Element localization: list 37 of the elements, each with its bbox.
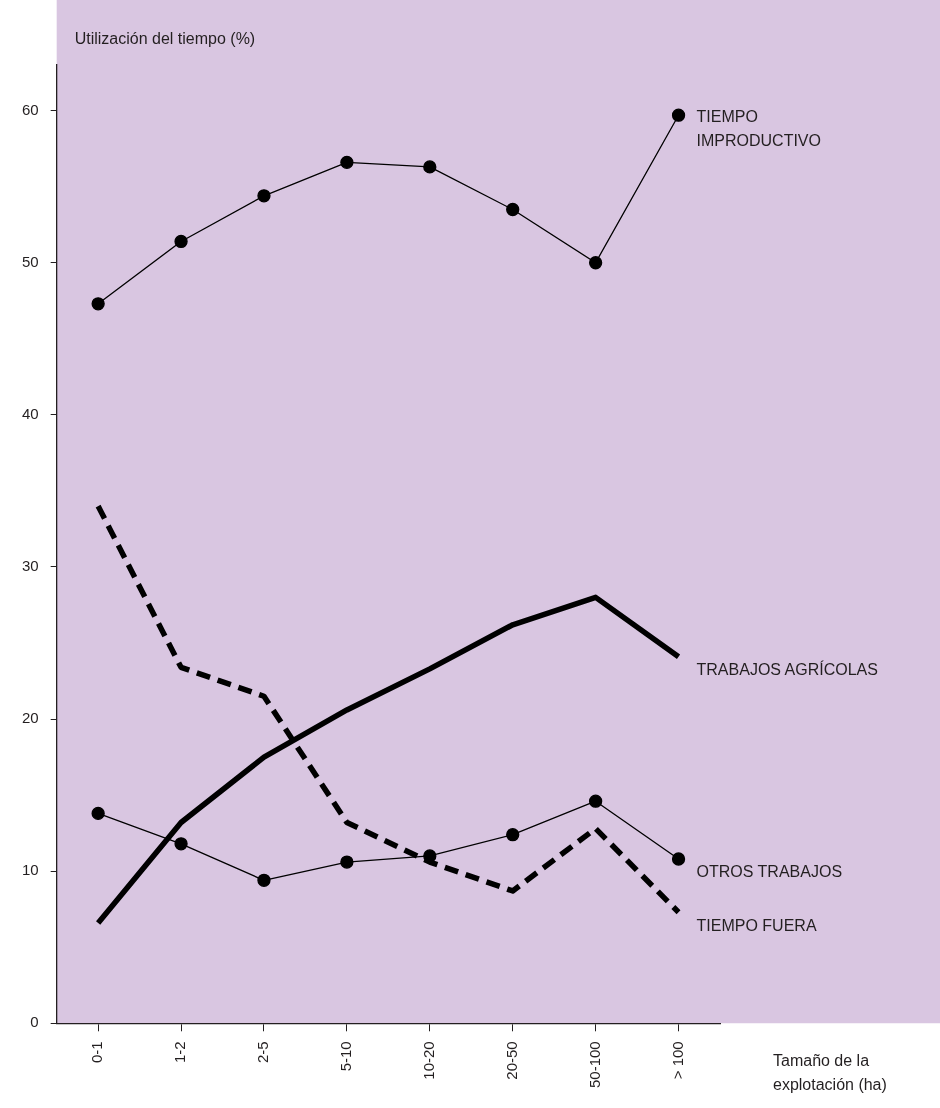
x-tick-label: 1-2 bbox=[171, 1041, 189, 1063]
y-axis-title: Utilización del tiempo (%) bbox=[74, 30, 256, 48]
y-tick-label: 10 bbox=[22, 861, 39, 879]
point bbox=[506, 202, 520, 217]
point bbox=[671, 852, 686, 866]
point bbox=[174, 837, 188, 851]
point bbox=[423, 849, 437, 863]
y-tick-label: 50 bbox=[22, 252, 39, 270]
point bbox=[257, 873, 271, 887]
series-label: TIEMPO IMPRODUCTIVO bbox=[696, 107, 821, 149]
x-tick-label: 20-50 bbox=[502, 1041, 520, 1080]
point bbox=[423, 160, 437, 174]
x-tick-label: 50-100 bbox=[585, 1041, 603, 1089]
y-tick-label: 30 bbox=[22, 557, 39, 575]
series-label: TRABAJOS AGRÍCOLAS bbox=[696, 660, 878, 679]
point bbox=[671, 108, 686, 122]
y-tick-label: 60 bbox=[22, 100, 39, 118]
point bbox=[340, 855, 354, 869]
y-tick-label: 0 bbox=[30, 1013, 39, 1031]
series-label: OTROS TRABAJOS bbox=[696, 863, 843, 881]
point bbox=[588, 794, 603, 808]
x-tick-label: 5-10 bbox=[337, 1041, 355, 1072]
x-axis-title: Tamaño de la explotación (ha) bbox=[773, 1051, 887, 1093]
y-tick-label: 20 bbox=[22, 709, 39, 727]
point bbox=[257, 189, 271, 203]
point bbox=[174, 234, 188, 249]
x-tick-label: 2-5 bbox=[254, 1041, 272, 1063]
x-tick-label: 0-1 bbox=[88, 1041, 106, 1063]
point bbox=[506, 828, 520, 842]
x-tick-label: 10-20 bbox=[419, 1041, 437, 1080]
point bbox=[340, 155, 354, 169]
point bbox=[91, 297, 105, 311]
y-tick-label: 40 bbox=[22, 404, 39, 422]
series-label: TIEMPO FUERA bbox=[696, 916, 817, 934]
point bbox=[588, 256, 603, 270]
point bbox=[91, 806, 105, 821]
x-tick-label: > 100 bbox=[668, 1041, 686, 1080]
